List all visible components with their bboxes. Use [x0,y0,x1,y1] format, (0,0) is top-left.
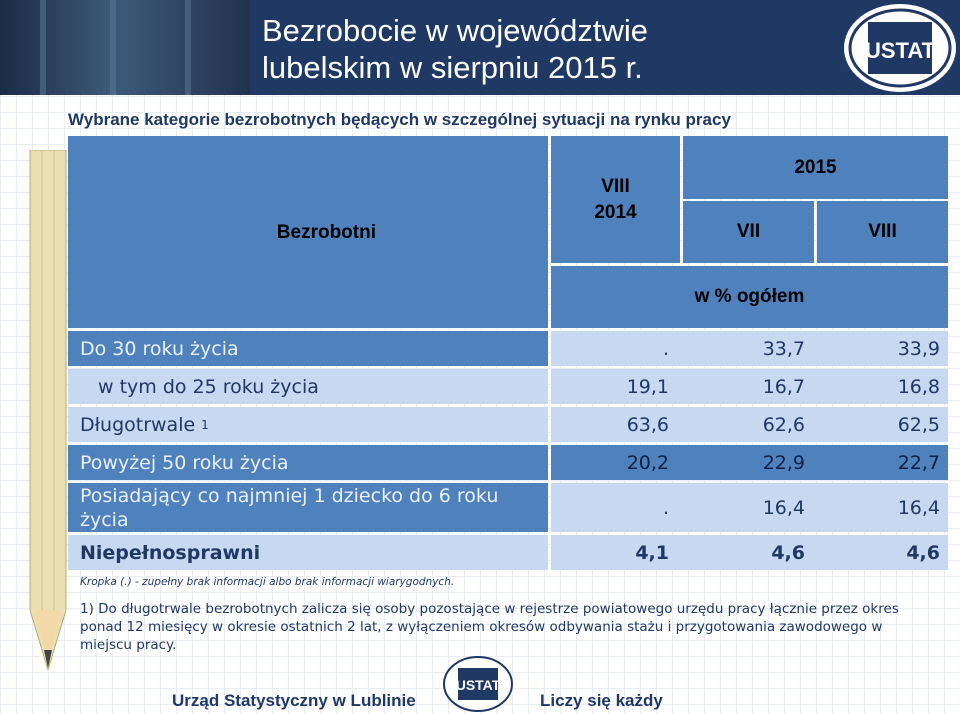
header-banner: Bezrobocie w województwie lubelskim w si… [0,0,960,95]
cell-v2014: 19,1 [626,375,669,398]
cell-v2014: . [662,496,669,519]
row-label-dlugotrwale: Długotrwale 1 [68,407,548,442]
cell-vii: 22,9 [762,451,805,474]
table-row-3-values: 63,6 62,6 62,5 [551,407,948,442]
pencil-icon [29,150,67,670]
footnote-text: 1) Do długotrwale bezrobotnych zalicza s… [80,601,899,653]
column-header-vii: VII [683,201,814,263]
table-row-5-values: . 16,4 16,4 [551,483,948,532]
row-label-text: w tym do 25 roku życia [98,375,319,398]
cell-viii: 16,8 [897,375,940,398]
table-row-2-values: 19,1 16,7 16,8 [551,369,948,404]
cell-v2014: 4,1 [635,541,669,564]
column-header-vii-label: VII [736,221,761,242]
cell-viii: 16,4 [897,496,940,519]
cell-v2014: . [662,337,669,360]
svg-text:USTAT: USTAT [865,38,936,63]
row-label-dziecko: Posiadający co najmniej 1 dziecko do 6 r… [68,483,548,532]
column-header-viii-2014-label: VIII 2014 [594,175,637,223]
row-label-niepelnosprawni: Niepełnosprawni [68,535,548,570]
column-header-viii-label: VIII [868,221,897,242]
kropka-note: Kropka (.) - zupełny brak informacji alb… [80,576,455,588]
cell-viii: 4,6 [906,541,940,564]
cell-vii: 62,6 [762,413,805,436]
cell-v2014: 63,6 [626,413,669,436]
row-label-text: Długotrwale [80,413,196,436]
cell-vii: 33,7 [762,337,805,360]
footnote-marker: 1 [201,417,209,432]
row-label-powyzej-50: Powyżej 50 roku życia [68,445,548,480]
column-header-2015: 2015 [683,136,948,199]
cell-vii: 4,6 [771,541,805,564]
cell-viii: 22,7 [897,451,940,474]
column-header-viii-2014: VIII 2014 [551,136,680,263]
row-label-text: Powyżej 50 roku życia [80,451,289,474]
table-subtitle: Wybrane kategorie bezrobotnych będących … [68,110,731,129]
ustat-logo: USTAT [844,4,956,92]
row-label-text: Niepełnosprawni [80,541,261,564]
column-header-bezrobotni-label: Bezrobotni [276,222,376,243]
ustat-logo-small: USTAT [443,656,513,712]
cell-vii: 16,7 [762,375,805,398]
header-photo [0,0,250,95]
cell-vii: 16,4 [762,496,805,519]
table-row-1-values: . 33,7 33,9 [551,331,948,366]
column-header-viii: VIII [817,201,948,263]
footer-slogan: Liczy się każdy [540,691,663,710]
table-row-4-values: 20,2 22,9 22,7 [551,445,948,480]
cell-v2014: 20,2 [626,451,669,474]
column-header-2015-label: 2015 [794,156,837,178]
cell-viii: 62,5 [897,413,940,436]
unit-header: w % ogółem [551,266,948,328]
row-label-text: Do 30 roku życia [80,337,239,360]
row-label-do-30: Do 30 roku życia [68,331,548,366]
svg-text:USTAT: USTAT [456,677,501,693]
row-label-text: Posiadający co najmniej 1 dziecko do 6 r… [80,484,499,531]
row-label-do-25: w tym do 25 roku życia [68,369,548,404]
cell-viii: 33,9 [897,337,940,360]
unit-header-label: w % ogółem [694,286,805,307]
table-row-6-values: 4,1 4,6 4,6 [551,535,948,570]
footer-institution: Urząd Statystyczny w Lublinie [172,691,416,710]
page-title: Bezrobocie w województwie lubelskim w si… [262,13,648,85]
column-header-bezrobotni: Bezrobotni [68,136,548,328]
